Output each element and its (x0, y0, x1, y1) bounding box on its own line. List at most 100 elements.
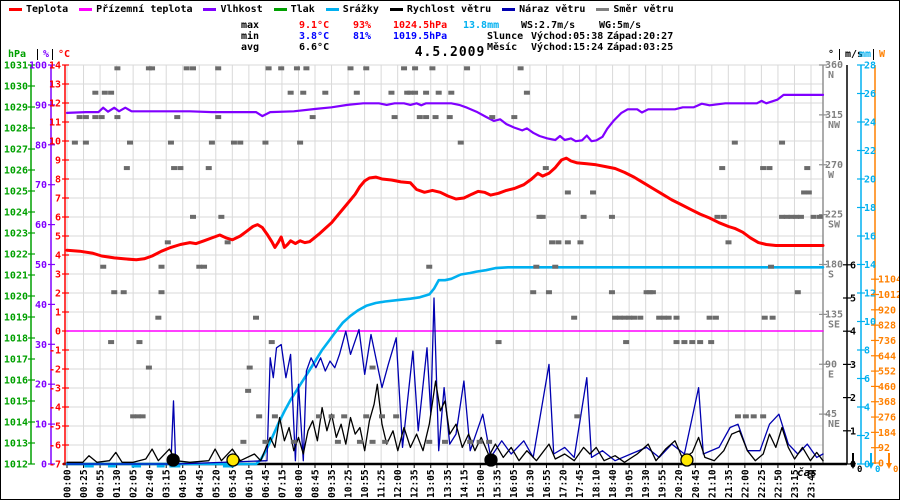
solar-tick-label: 644 (878, 351, 896, 362)
wind-direction-marker (322, 90, 329, 95)
humidity-tick-label: 20 (35, 380, 47, 391)
wind-direction-marker (388, 90, 395, 95)
x-tick-label: 05:20 (211, 469, 222, 498)
rain-period-mark (107, 465, 116, 468)
direction-compass-label: NW (828, 120, 841, 131)
solar-tick-label: 920 (878, 305, 896, 316)
wind-direction-marker (416, 115, 423, 120)
x-tick-label: 04:05 (178, 469, 189, 498)
wind-direction-marker (256, 414, 263, 419)
legend-swatch (9, 8, 22, 11)
wind-direction-marker (316, 414, 322, 419)
wind-direction-marker (190, 66, 196, 71)
wind-direction-marker (542, 166, 549, 171)
wind-direction-marker (549, 240, 556, 245)
unit-solar: W (873, 49, 885, 60)
wind-direction-marker (237, 140, 244, 145)
pressure-tick-label: 1016 (4, 376, 28, 387)
x-tick-label: 17:45 (575, 469, 586, 498)
pressure-tick-label: 1026 (4, 166, 28, 177)
wind-direction-marker (616, 315, 623, 320)
solar-tick-label: 1012 (878, 290, 899, 301)
humidity-tick-label: 50 (35, 260, 47, 271)
wind-tick-label: 2 (850, 393, 856, 404)
wind-direction-marker (476, 439, 483, 444)
wind-direction-marker (793, 214, 800, 219)
stat-wind-gust: WG:5m/s (599, 20, 642, 31)
legend-label: Vlhkost (220, 4, 263, 15)
x-tick-label: 12:35 (410, 469, 421, 498)
legend-item: Srážky (325, 4, 379, 15)
legend-item: Tlak (273, 4, 315, 15)
pressure-tick-label: 1018 (4, 334, 28, 345)
wind-direction-marker (71, 140, 78, 145)
wind-direction-marker (646, 290, 653, 295)
wind-direction-marker (536, 214, 543, 219)
x-tick-label: 22:25 (757, 469, 768, 498)
pressure-tick-label: 1025 (4, 187, 28, 198)
stat-wind-speed: WS:2.7m/s (521, 20, 576, 31)
wind-direction-marker (145, 365, 152, 370)
unit-rain: mm (859, 49, 872, 60)
wind-direction-marker (794, 290, 801, 295)
wind-now-value: 0 (857, 465, 862, 475)
wind-direction-marker (271, 414, 278, 419)
wind-direction-marker (779, 140, 786, 145)
temperature-tick-label: 14 (49, 61, 61, 72)
x-tick-label: 17:20 (559, 469, 570, 498)
stat-max-pressure: 1024.5hPa (393, 20, 448, 31)
sun-label: Slunce (487, 31, 524, 42)
legend-item: Náraz větru (502, 4, 585, 15)
wind-direction-marker (577, 240, 584, 245)
direction-compass-label: NE (828, 419, 840, 430)
wind-direction-marker (571, 315, 578, 320)
rain-tick-label: 6 (864, 374, 870, 385)
date-title: 4.5.2009 (414, 45, 486, 60)
temperature-tick-label: 6 (55, 213, 61, 224)
solar-tick-label: 460 (878, 382, 896, 393)
temperature-tick-label: 12 (49, 99, 61, 110)
x-tick-label: 19:30 (641, 469, 652, 498)
wind-direction-marker (136, 340, 143, 345)
wind-direction-marker (309, 115, 316, 120)
wind-direction-marker (533, 264, 540, 269)
rain-tick-label: 8 (864, 346, 870, 357)
pressure-tick-label: 1028 (4, 124, 28, 135)
x-tick-label: 12:00 (393, 469, 404, 498)
wind-direction-marker (183, 66, 190, 71)
wind-direction-marker (92, 115, 99, 120)
wind-direction-marker (673, 340, 680, 345)
stat-avg-label: avg (241, 42, 260, 53)
humidity-tick-label: 60 (35, 220, 47, 231)
stat-avg-temp: 6.6°C (299, 42, 330, 53)
pressure-tick-label: 1021 (4, 271, 28, 282)
wind-direction-marker (190, 214, 196, 219)
sunrise-time: Východ:05:38 (531, 31, 604, 42)
wind-direction-marker (539, 214, 546, 219)
wind-direction-marker (412, 66, 419, 71)
rain-now-value: 0 (875, 465, 880, 475)
pressure-tick-label: 1015 (4, 397, 28, 408)
legend-swatch (502, 8, 516, 11)
legend-label: Teplota (26, 4, 69, 15)
legend-item: Teplota (9, 4, 68, 15)
stat-max-humidity: 93% (353, 20, 372, 31)
wind-direction-marker (130, 414, 137, 419)
wind-direction-marker (761, 315, 768, 320)
x-tick-label: 22:50 (773, 469, 784, 498)
wind-direction-marker (564, 240, 571, 245)
temperature-tick-label: 8 (55, 175, 61, 186)
wind-direction-marker (426, 264, 433, 269)
wind-direction-marker (382, 439, 389, 444)
wind-direction-marker (114, 66, 121, 71)
wind-direction-marker (412, 90, 419, 95)
wind-direction-marker (369, 365, 376, 370)
temperature-tick-label: -7 (49, 460, 61, 471)
x-tick-label: 21:35 (724, 469, 735, 498)
unit-humidity: % (37, 49, 49, 60)
unit-temperature: °C (52, 49, 70, 60)
stat-max-temp: 9.1°C (299, 20, 330, 31)
wind-tick-label: 1 (850, 426, 856, 437)
wind-direction-marker (637, 315, 644, 320)
